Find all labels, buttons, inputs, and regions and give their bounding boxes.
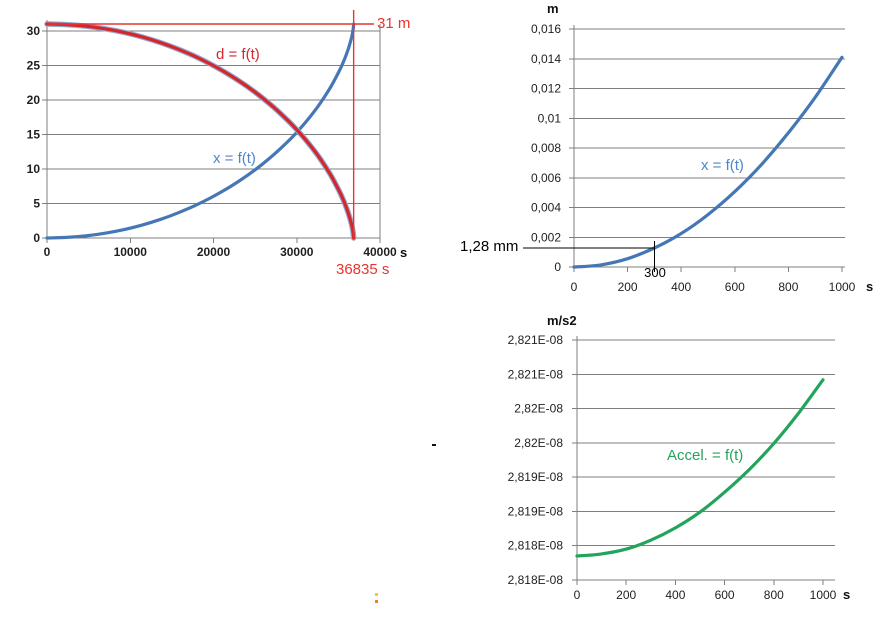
curve-x-f-t-	[572, 55, 844, 269]
y-tick-label: 2,818E-08	[508, 539, 564, 553]
y-tick-label: 0,016	[531, 22, 561, 36]
stray-dot-black	[432, 444, 436, 446]
y-tick-label: 20	[27, 93, 41, 107]
x-tick-label: 0	[574, 588, 581, 602]
y-tick-label: 5	[33, 196, 40, 210]
y-tick-label: 2,821E-08	[508, 333, 564, 347]
x-tick-label: 1000	[810, 588, 837, 602]
x-axis-unit-chart3: s	[843, 587, 851, 602]
y-tick-label: 10	[27, 162, 41, 176]
curve-x-f-t-	[45, 22, 356, 240]
x-tick-label: 40000	[363, 245, 397, 259]
curve-Accel-f-t-	[575, 378, 825, 558]
y-tick-label: 30	[27, 24, 41, 38]
x-tick-label: 800	[764, 588, 784, 602]
annotation-max-distance: 31 m	[377, 15, 411, 32]
y-tick-label: 2,821E-08	[508, 367, 564, 381]
series-label-position-zoom: x = f(t)	[701, 157, 744, 174]
y-tick-label: 2,818E-08	[508, 573, 564, 587]
stray-dot-orange	[375, 600, 378, 603]
series-label-distance: d = f(t)	[216, 46, 260, 63]
x-tick-label: 800	[778, 280, 798, 294]
x-tick-label: 600	[715, 588, 735, 602]
y-tick-label: 0,01	[538, 111, 562, 125]
stray-dot-yellow	[375, 593, 378, 596]
x-axis-unit-chart1: s	[400, 245, 408, 260]
x-tick-label: 600	[725, 280, 745, 294]
annotation-position-at-300s: 1,28 mm	[460, 238, 519, 255]
x-tick-label: 200	[618, 280, 638, 294]
y-tick-label: 0,014	[531, 52, 561, 66]
x-tick-label: 400	[671, 280, 691, 294]
y-tick-label: 0,008	[531, 141, 561, 155]
annotation-time-300: 300	[644, 265, 666, 280]
y-tick-label: 0,002	[531, 230, 561, 244]
y-tick-label: 2,82E-08	[514, 436, 563, 450]
y-tick-label: 15	[27, 127, 41, 141]
y-tick-label: 0,004	[531, 201, 561, 215]
x-tick-label: 30000	[280, 245, 314, 259]
x-tick-label: 10000	[114, 245, 148, 259]
y-tick-label: 2,819E-08	[508, 504, 564, 518]
y-tick-label: 2,819E-08	[508, 470, 564, 484]
x-axis-unit-chart2: s	[866, 279, 874, 294]
x-tick-label: 20000	[197, 245, 231, 259]
series-label-position: x = f(t)	[213, 150, 256, 167]
x-tick-label: 200	[616, 588, 636, 602]
x-tick-label: 0	[44, 245, 51, 259]
annotation-impact-time: 36835 s	[336, 261, 390, 278]
series-label-acceleration: Accel. = f(t)	[667, 447, 744, 464]
y-axis-title-chart2: m	[547, 1, 559, 16]
y-tick-label: 2,82E-08	[514, 402, 563, 416]
y-axis-title-chart3: m/s2	[547, 313, 577, 328]
curve-d-f-t-	[45, 22, 356, 240]
y-tick-label: 0	[554, 260, 561, 274]
y-tick-label: 0	[33, 231, 40, 245]
x-tick-label: 0	[571, 280, 578, 294]
x-tick-label: 1000	[829, 280, 856, 294]
y-tick-label: 25	[27, 58, 41, 72]
y-tick-label: 0,006	[531, 171, 561, 185]
x-tick-label: 400	[665, 588, 685, 602]
y-tick-label: 0,012	[531, 82, 561, 96]
